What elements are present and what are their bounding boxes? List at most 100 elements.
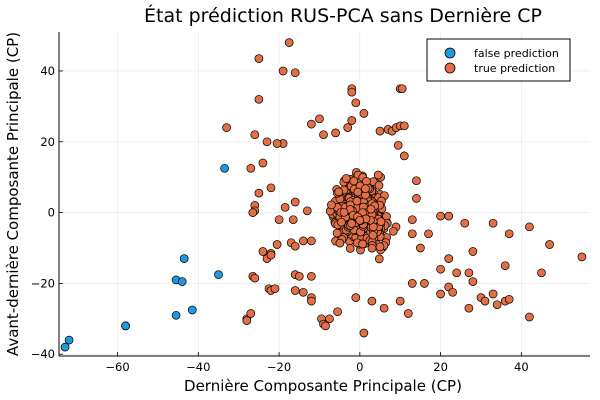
y-axis-label: Avant-dernière Composante Principale (CP… [4, 32, 22, 356]
point-true-prediction [545, 240, 554, 249]
point-true-prediction [345, 244, 355, 253]
point-true-prediction [334, 187, 344, 197]
point-true-prediction [375, 242, 385, 252]
x-tick-label: 0 [356, 360, 363, 374]
point-true-prediction [367, 296, 377, 306]
point-true-prediction [351, 98, 361, 108]
point-true-prediction [424, 229, 433, 239]
point-true-prediction [290, 197, 300, 207]
point-true-prediction [339, 207, 349, 217]
point-true-prediction [393, 140, 403, 150]
point-true-prediction [351, 293, 361, 302]
data-points [60, 38, 587, 352]
point-true-prediction [525, 312, 534, 322]
point-true-prediction [347, 219, 356, 228]
y-tick-label: 0 [48, 206, 55, 220]
point-true-prediction [343, 123, 353, 132]
point-true-prediction [262, 137, 272, 147]
grid-lines [59, 32, 590, 356]
point-true-prediction [341, 174, 351, 183]
point-true-prediction [250, 273, 260, 283]
legend-marker-false-prediction [444, 47, 456, 59]
point-true-prediction [307, 296, 316, 306]
point-true-prediction [272, 240, 282, 249]
point-true-prediction [397, 84, 407, 94]
point-true-prediction [290, 286, 300, 295]
point-true-prediction [480, 296, 490, 306]
point-true-prediction [307, 271, 316, 281]
point-false-prediction [177, 277, 187, 286]
point-true-prediction [375, 126, 385, 136]
point-true-prediction [399, 151, 409, 161]
y-tick-label: −40 [31, 347, 55, 361]
point-true-prediction [488, 218, 498, 228]
legend-label-true-prediction: true prediction [474, 62, 555, 75]
y-tick-label: 40 [40, 64, 55, 78]
point-true-prediction [577, 252, 587, 262]
point-true-prediction [353, 187, 363, 197]
point-true-prediction [395, 296, 405, 306]
point-true-prediction [374, 181, 384, 190]
point-true-prediction [403, 309, 413, 318]
legend-marker-true-prediction [444, 62, 456, 74]
legend: false prediction true prediction [426, 38, 571, 82]
point-true-prediction [331, 128, 340, 138]
point-true-prediction [374, 254, 384, 264]
point-true-prediction [280, 202, 290, 212]
point-true-prediction [436, 211, 445, 221]
y-tick-label: −20 [31, 276, 55, 290]
point-true-prediction [448, 287, 458, 297]
point-true-prediction [266, 250, 276, 260]
point-true-prediction [537, 268, 546, 278]
point-true-prediction [258, 158, 268, 168]
point-true-prediction [332, 228, 342, 238]
point-true-prediction [407, 229, 417, 239]
point-true-prediction [347, 87, 357, 97]
point-true-prediction [321, 321, 330, 331]
point-true-prediction [488, 289, 498, 299]
point-true-prediction [278, 66, 288, 76]
point-false-prediction [220, 163, 229, 173]
point-true-prediction [246, 163, 256, 173]
point-true-prediction [258, 247, 268, 256]
point-true-prediction [525, 222, 534, 232]
point-true-prediction [500, 261, 510, 271]
point-true-prediction [359, 109, 369, 118]
point-false-prediction [214, 270, 223, 279]
point-true-prediction [307, 119, 316, 129]
point-true-prediction [335, 238, 345, 248]
axis-ticks: −60 −40 −20 0 20 40 −40 −20 0 20 40 [31, 64, 529, 374]
point-true-prediction [468, 247, 478, 256]
point-true-prediction [412, 194, 421, 203]
x-tick-label: 40 [514, 360, 529, 374]
point-true-prediction [337, 217, 346, 227]
point-true-prediction [416, 243, 425, 253]
point-true-prediction [327, 200, 336, 210]
point-true-prediction [315, 114, 324, 124]
legend-box [426, 38, 571, 82]
point-true-prediction [379, 303, 389, 313]
point-true-prediction [444, 211, 454, 221]
point-true-prediction [412, 176, 421, 186]
point-true-prediction [464, 268, 474, 278]
point-true-prediction [468, 277, 478, 286]
point-true-prediction [388, 226, 398, 236]
point-true-prediction [420, 279, 429, 288]
point-false-prediction [187, 305, 197, 315]
point-true-prediction [460, 218, 470, 228]
point-true-prediction [436, 289, 445, 299]
point-true-prediction [272, 139, 282, 148]
point-true-prediction [222, 123, 231, 132]
point-true-prediction [274, 215, 284, 225]
point-true-prediction [504, 294, 514, 304]
point-true-prediction [270, 284, 280, 294]
point-true-prediction [504, 229, 514, 239]
point-true-prediction [254, 54, 264, 63]
point-true-prediction [452, 268, 462, 278]
x-tick-label: 20 [433, 360, 448, 374]
point-true-prediction [368, 230, 378, 240]
point-true-prediction [373, 170, 383, 180]
point-false-prediction [179, 254, 189, 263]
legend-label-false-prediction: false prediction [474, 47, 559, 60]
